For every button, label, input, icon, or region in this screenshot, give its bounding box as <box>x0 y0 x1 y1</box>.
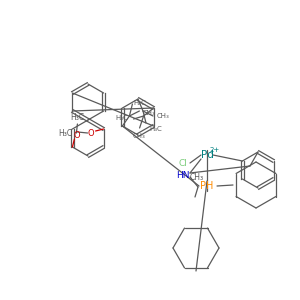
Text: CH₃: CH₃ <box>157 113 169 119</box>
Text: PH: PH <box>200 181 214 191</box>
Text: 2+: 2+ <box>210 147 220 153</box>
Text: H₃C: H₃C <box>150 126 162 132</box>
Text: O: O <box>87 128 94 137</box>
Text: H₃C: H₃C <box>58 128 73 137</box>
Text: Cl: Cl <box>178 158 188 167</box>
Text: CH₃: CH₃ <box>132 133 145 139</box>
Text: O: O <box>73 130 80 140</box>
Text: H₃C: H₃C <box>133 100 146 106</box>
Text: Pd: Pd <box>201 150 213 160</box>
Text: H₃C: H₃C <box>115 115 128 121</box>
Text: CH₃: CH₃ <box>190 172 204 182</box>
Text: HN: HN <box>176 170 190 179</box>
Text: CH₃: CH₃ <box>143 110 156 116</box>
Text: H₃C: H₃C <box>70 113 85 122</box>
